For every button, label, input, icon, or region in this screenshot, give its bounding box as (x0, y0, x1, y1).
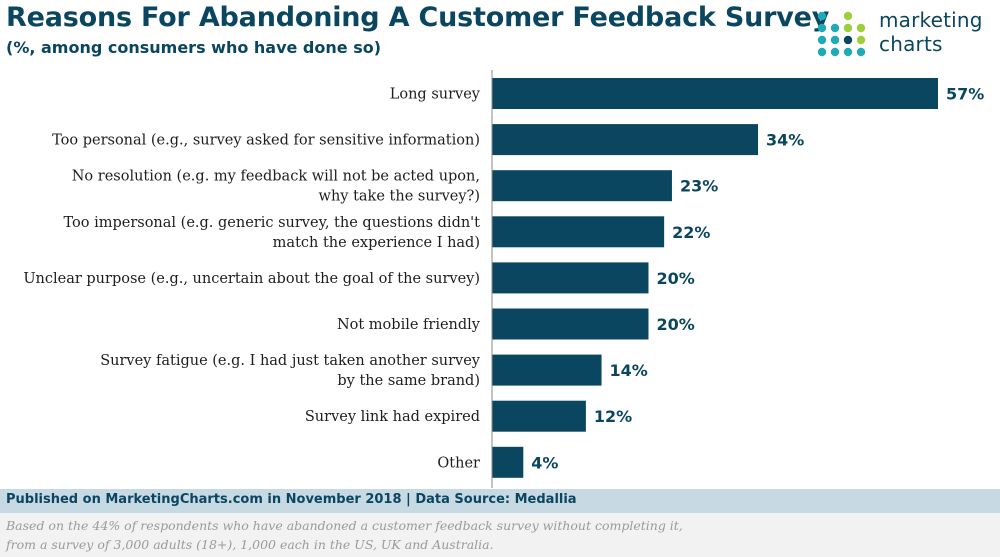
logo-dot (830, 35, 840, 45)
category-label: No resolution (e.g. my feedback will not… (72, 169, 480, 205)
category-label-line: Survey fatigue (e.g. I had just taken an… (100, 353, 481, 369)
bar (492, 78, 938, 109)
category-label: Long survey (390, 87, 481, 103)
footer-note-line-2: from a survey of 3,000 adults (18+), 1,0… (6, 537, 494, 552)
bar-value-label: 20% (656, 315, 694, 334)
logo-line-1: marketing (879, 8, 983, 32)
category-label-line: by the same brand) (337, 373, 480, 389)
bar (492, 308, 649, 340)
logo-dot (817, 23, 827, 33)
logo-dot (856, 35, 866, 45)
logo-dot (817, 35, 827, 45)
logo-dot (830, 47, 840, 57)
bar-value-label: 20% (656, 269, 694, 288)
bar (492, 216, 665, 248)
logo-dot (843, 11, 853, 21)
category-label-line: Other (437, 455, 480, 471)
category-label: Other (437, 455, 480, 471)
bar (492, 446, 524, 478)
logo-dot (817, 11, 827, 21)
category-label-line: Survey link had expired (305, 409, 480, 425)
category-label-line: Not mobile friendly (337, 317, 481, 333)
bar (492, 400, 586, 432)
category-label-line: why take the survey?) (319, 189, 480, 205)
bar (492, 354, 602, 386)
bar-value-label: 14% (610, 361, 648, 380)
bar-value-label: 12% (594, 407, 632, 426)
bar-value-label: 4% (531, 453, 558, 472)
logo-wordmark: marketing charts (879, 8, 983, 56)
category-label-line: Long survey (390, 87, 481, 103)
category-label: Too personal (e.g., survey asked for sen… (52, 133, 480, 149)
logo-dot (843, 35, 853, 45)
category-label: Not mobile friendly (337, 317, 481, 333)
bar (492, 170, 672, 202)
bar-value-label: 22% (672, 223, 710, 242)
logo-dot (843, 23, 853, 33)
dot-grid-logo-icon (817, 11, 866, 57)
chart-subtitle: (%, among consumers who have done so) (6, 38, 382, 57)
category-label: Survey fatigue (e.g. I had just taken an… (100, 353, 481, 389)
logo-dot (830, 23, 840, 33)
footer-note-line-1: Based on the 44% of respondents who have… (6, 518, 683, 533)
footer-source: Published on MarketingCharts.com in Nove… (6, 492, 577, 507)
category-label-line: Too impersonal (e.g. generic survey, the… (63, 215, 480, 231)
logo-line-2: charts (879, 32, 943, 56)
chart-title: Reasons For Abandoning A Customer Feedba… (6, 2, 830, 33)
footer-source-bar: Published on MarketingCharts.com in Nove… (0, 489, 1000, 513)
logo-dot (817, 47, 827, 57)
category-label-line: match the experience I had) (273, 235, 480, 251)
bar-value-label: 34% (766, 131, 804, 150)
category-label: Survey link had expired (305, 409, 480, 425)
logo-dot (856, 23, 866, 33)
category-label: Too impersonal (e.g. generic survey, the… (63, 215, 480, 251)
logo-dot (843, 47, 853, 57)
bar-value-label: 57% (946, 85, 984, 104)
footer-note: Based on the 44% of respondents who have… (0, 513, 1000, 557)
bar (492, 124, 759, 156)
category-label: Unclear purpose (e.g., uncertain about t… (23, 271, 480, 287)
category-label-line: No resolution (e.g. my feedback will not… (72, 169, 480, 185)
bar-chart: 57% Long survey 34% Too personal (e.g., sur… (23, 70, 984, 488)
logo-dot (856, 47, 866, 57)
category-label-line: Too personal (e.g., survey asked for sen… (52, 133, 480, 149)
bar-value-label: 23% (680, 177, 718, 196)
bar (492, 262, 649, 294)
category-label-line: Unclear purpose (e.g., uncertain about t… (23, 271, 480, 287)
marketingcharts-logo[interactable]: marketing charts (815, 8, 995, 60)
